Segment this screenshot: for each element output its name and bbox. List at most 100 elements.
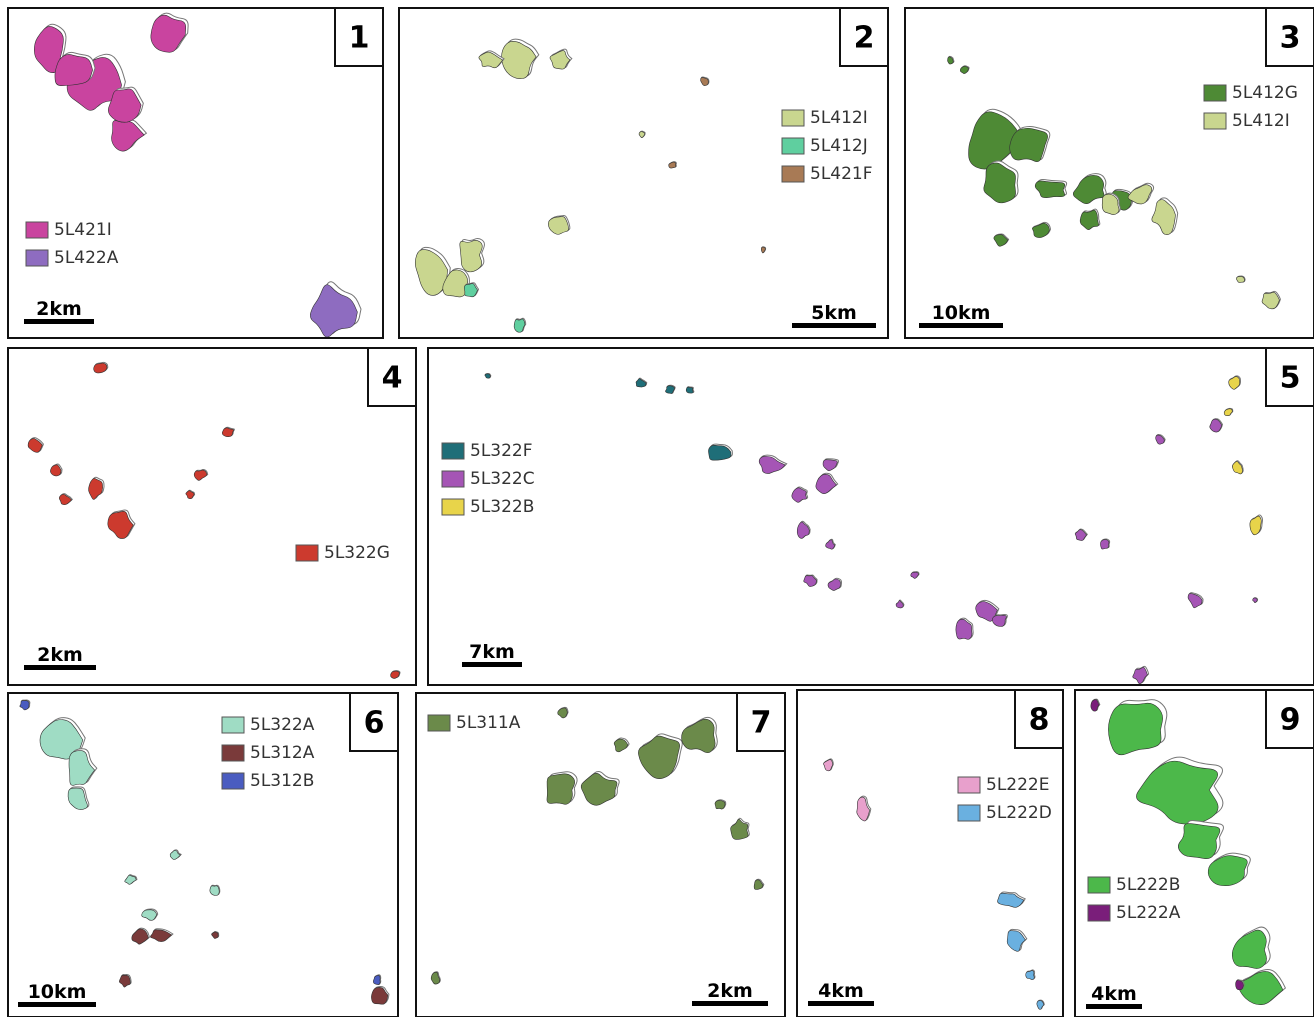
ecoregion-shape [822, 459, 838, 472]
ecoregion-shape [638, 735, 680, 779]
map-panel: 4 5L322G 2km [7, 347, 417, 686]
ecoregion-shape [827, 578, 841, 591]
scale-bar [808, 1001, 874, 1006]
ecoregion-shape [1101, 193, 1120, 215]
ecoregion-shape [414, 249, 449, 296]
panel-number: 8 [1029, 703, 1050, 738]
ecoregion-shape [1209, 418, 1223, 433]
scale-bar [692, 1001, 768, 1006]
panel-frame [7, 347, 417, 686]
ecoregion-shape [1074, 529, 1087, 541]
panel-frame [7, 692, 399, 1017]
scale-label: 4km [1091, 983, 1137, 1005]
legend-swatch [1087, 876, 1111, 894]
ecoregion-shape [501, 40, 537, 79]
ecoregion-shape [1108, 702, 1163, 756]
ecoregion-shape [169, 850, 181, 860]
panel-number-box [349, 692, 399, 752]
legend-swatch [25, 249, 49, 267]
panel-frame [415, 692, 786, 1017]
panel-number-box [1265, 689, 1314, 749]
panel-number: 3 [1280, 21, 1301, 56]
legend-swatch [295, 544, 319, 562]
ecoregion-shape [68, 750, 95, 786]
ecoregion-shape [67, 787, 88, 810]
ecoregion-shape [1072, 175, 1105, 204]
ecoregion-shape [947, 56, 954, 65]
ecoregion-shape [1235, 979, 1244, 991]
panel-number: 9 [1280, 703, 1301, 738]
ecoregion-shape [1032, 222, 1050, 238]
legend-label: 5L421I [54, 220, 112, 240]
ecoregion-shape [50, 464, 62, 477]
ecoregion-shape [310, 284, 358, 338]
legend-label: 5L412J [810, 136, 868, 156]
legend-label: 5L322B [470, 497, 534, 517]
ecoregion-shape [753, 879, 764, 890]
panel-number: 5 [1280, 361, 1301, 396]
ecoregion-shape [59, 493, 73, 506]
ecoregion-shape [791, 487, 807, 503]
legend-label: 5L312B [250, 771, 314, 791]
ecoregion-shape [730, 818, 749, 840]
panel-frame [796, 689, 1064, 1017]
panel-frame [904, 7, 1314, 339]
ecoregion-shape [107, 510, 134, 539]
ecoregion-shape [1232, 461, 1243, 475]
ecoregion-shape [211, 931, 219, 939]
legend-swatch [221, 716, 245, 734]
ecoregion-shape [580, 773, 618, 806]
ecoregion-shape [1034, 180, 1066, 198]
ecoregion-shape [1100, 539, 1110, 550]
ecoregion-shape [1187, 593, 1203, 609]
panel-number: 1 [349, 21, 370, 56]
shapes [1090, 698, 1287, 1006]
ecoregion-shape [955, 618, 973, 640]
ecoregion-shape [638, 131, 645, 139]
legend-label: 5L322F [470, 441, 533, 461]
ecoregion-shape [758, 456, 786, 474]
legend-swatch [441, 442, 465, 460]
panel-number: 4 [382, 361, 403, 396]
legend-swatch [427, 714, 451, 732]
ecoregion-shape [635, 378, 647, 388]
scale-label: 4km [818, 980, 864, 1002]
scale-bar [24, 319, 94, 324]
ecoregion-shape [1090, 699, 1100, 712]
legend-swatch [441, 470, 465, 488]
ecoregion-shape [150, 14, 187, 53]
ecoregion-shape [1136, 760, 1219, 825]
ecoregion-shape [803, 575, 817, 587]
ecoregion-shape [681, 718, 716, 754]
map-panel: 7 5L311A 2km [415, 692, 786, 1017]
legend-label: 5L322C [470, 469, 535, 489]
scale-bar [24, 665, 96, 670]
legend-swatch [25, 221, 49, 239]
panel-frame [1074, 689, 1314, 1017]
panel-number-box [736, 692, 786, 752]
map-panel: 9 5L222B 5L222A 4km [1074, 689, 1314, 1017]
panel-frame [7, 7, 384, 339]
scale-bar [919, 323, 1003, 328]
ecoregion-shape [185, 490, 195, 500]
ecoregion-shape [1252, 597, 1258, 603]
ecoregion-shape [1127, 184, 1153, 205]
panel-number: 7 [751, 706, 772, 741]
map-panel: 6 5L322A 5L312A 5L312B 10km [7, 692, 399, 1017]
legend-swatch [1203, 84, 1227, 102]
ecoregion-shape [478, 51, 504, 69]
ecoregion-shape [1207, 855, 1248, 887]
ecoregion-shape [54, 54, 93, 87]
legend-label: 5L222D [986, 803, 1052, 823]
legend-label: 5L322G [324, 543, 390, 563]
ecoregion-shape [983, 162, 1016, 204]
shapes [430, 706, 765, 985]
panel-number-box [367, 347, 417, 407]
shapes [19, 699, 390, 1005]
ecoregion-shape [124, 874, 137, 885]
ecoregion-shape [823, 759, 833, 772]
ecoregion-shape [19, 700, 30, 711]
panel-frame [398, 7, 889, 339]
ecoregion-shape [895, 600, 904, 609]
ecoregion-shape [463, 283, 478, 298]
